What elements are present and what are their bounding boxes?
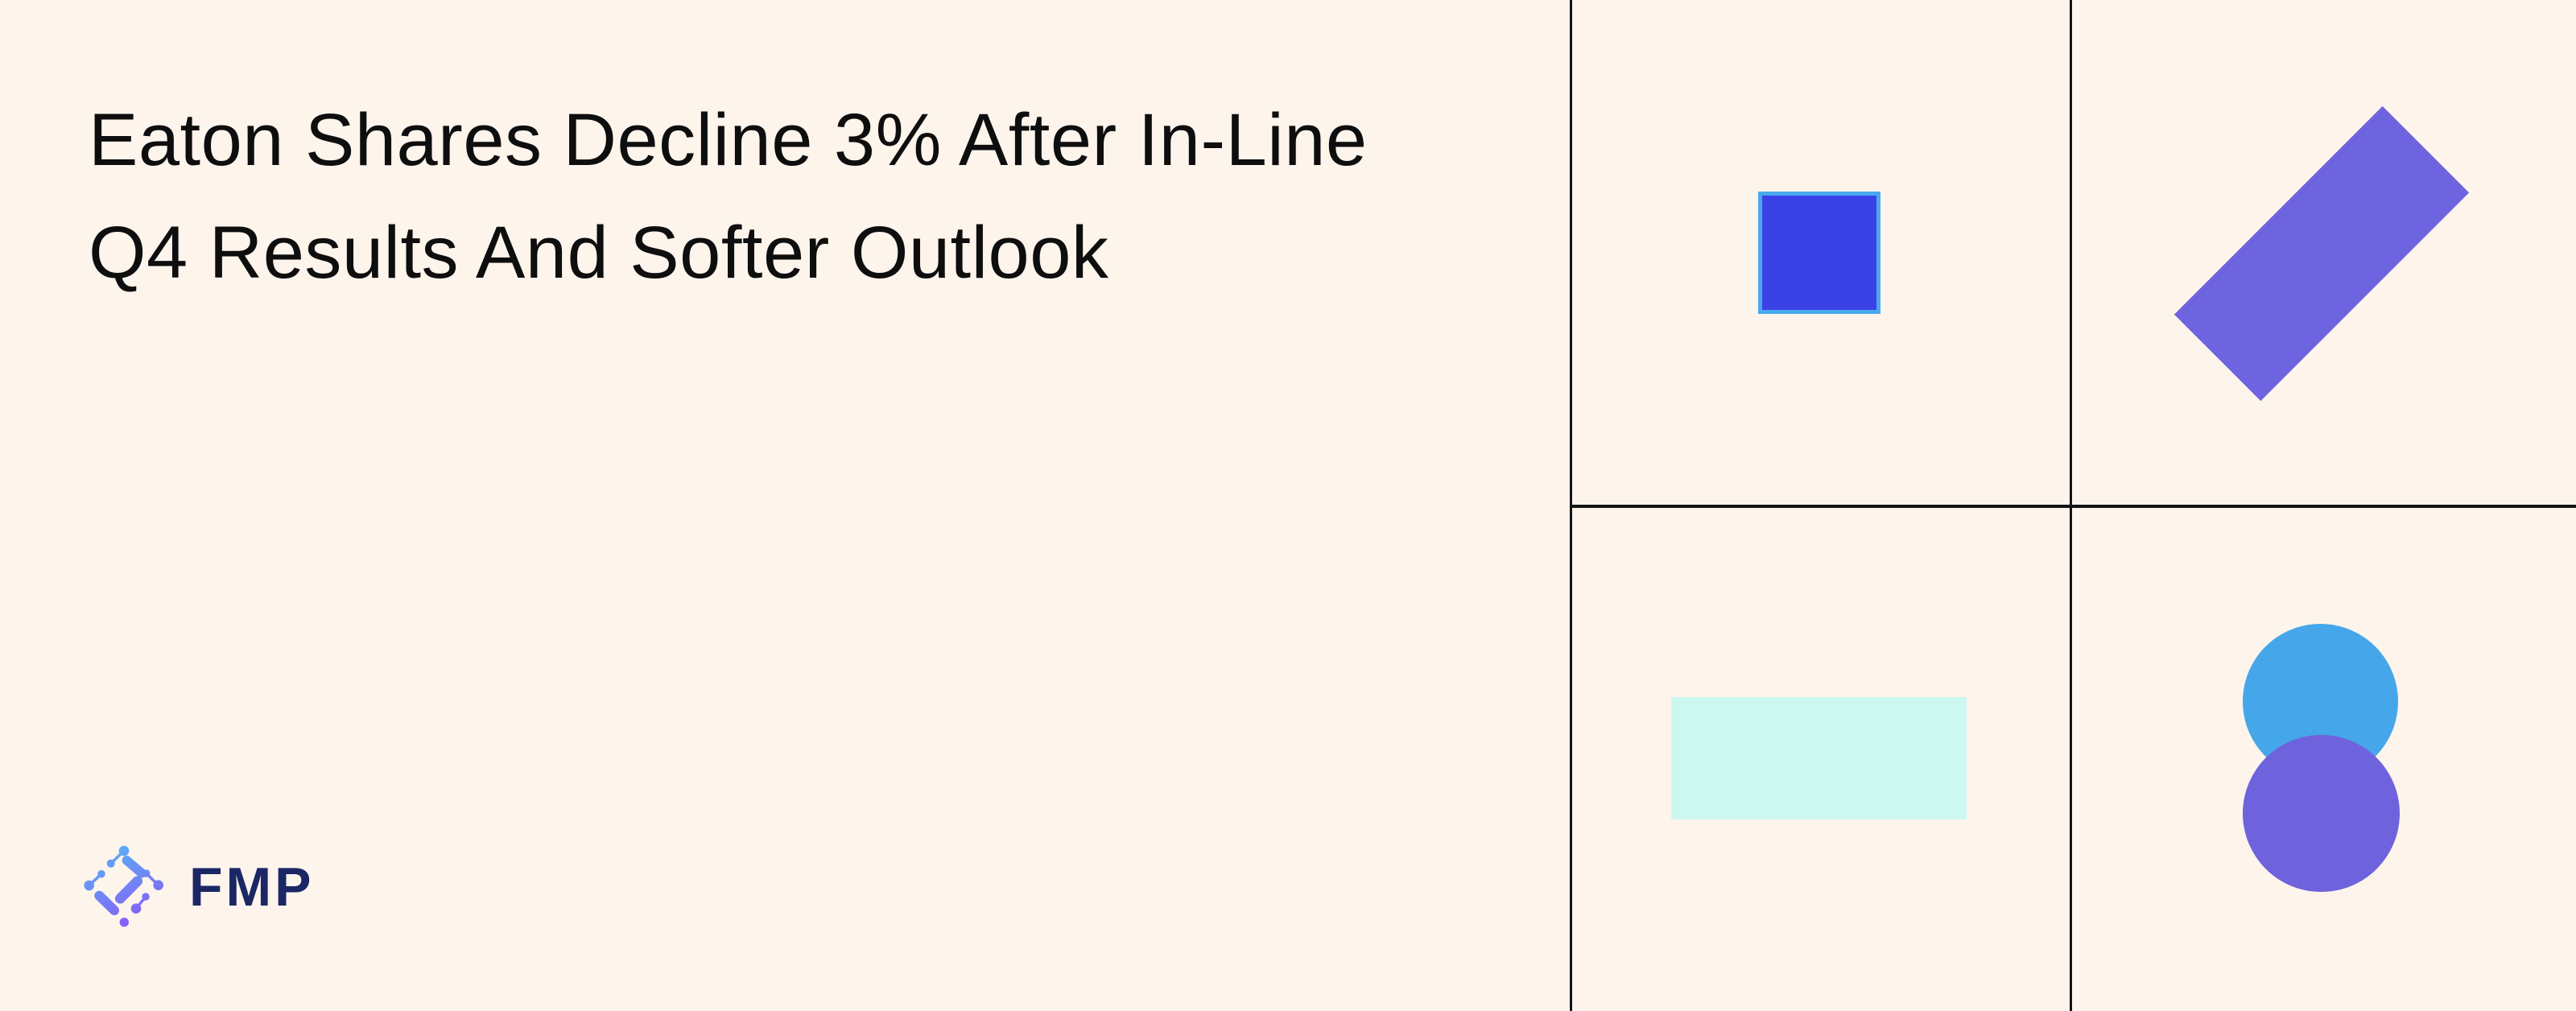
decor-purple-circle-icon (2243, 735, 2400, 892)
fmp-molecule-icon (84, 845, 163, 927)
headline-line-2: Q4 Results And Softer Outlook (89, 212, 1109, 294)
fmp-logo: FMP (82, 844, 315, 930)
fmp-logo-text: FMP (189, 856, 315, 918)
decor-diagonal-rectangle-icon (2174, 105, 2470, 402)
headline: Eaton Shares Decline 3% After In-Line Q4… (89, 84, 1368, 309)
headline-line-1: Eaton Shares Decline 3% After In-Line (89, 99, 1368, 181)
decor-mint-rectangle-icon (1671, 697, 1967, 819)
grid-line-horizontal (1570, 505, 2576, 508)
decor-square-icon (1758, 192, 1880, 314)
